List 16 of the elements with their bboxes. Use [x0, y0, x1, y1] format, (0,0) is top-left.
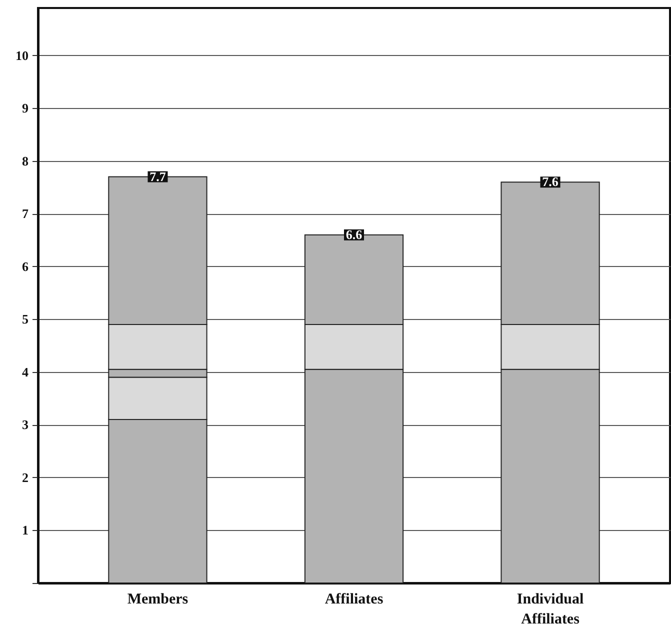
- y-tick-label: 4: [22, 364, 29, 380]
- y-tick-label: 3: [22, 417, 29, 432]
- total-label: 7.7: [150, 168, 166, 184]
- y-tick-label: 6: [22, 258, 29, 274]
- x-tick-label: Members: [127, 592, 188, 608]
- y-tick-label: 5: [22, 312, 29, 327]
- y-tick-label: 1: [22, 522, 28, 538]
- y-tick-label: 2: [22, 470, 28, 485]
- x-tick-label: Affiliates: [324, 592, 384, 608]
- y-tick-label: 7: [22, 206, 29, 222]
- x-tick-label: Individual Affiliates: [516, 592, 584, 628]
- y-tick-label: 9: [22, 100, 29, 116]
- total-label: 7.6: [542, 174, 559, 190]
- total-label: 6.6: [346, 226, 363, 242]
- y-tick-label: 10: [16, 48, 28, 63]
- y-tick-label: 8: [22, 153, 29, 168]
